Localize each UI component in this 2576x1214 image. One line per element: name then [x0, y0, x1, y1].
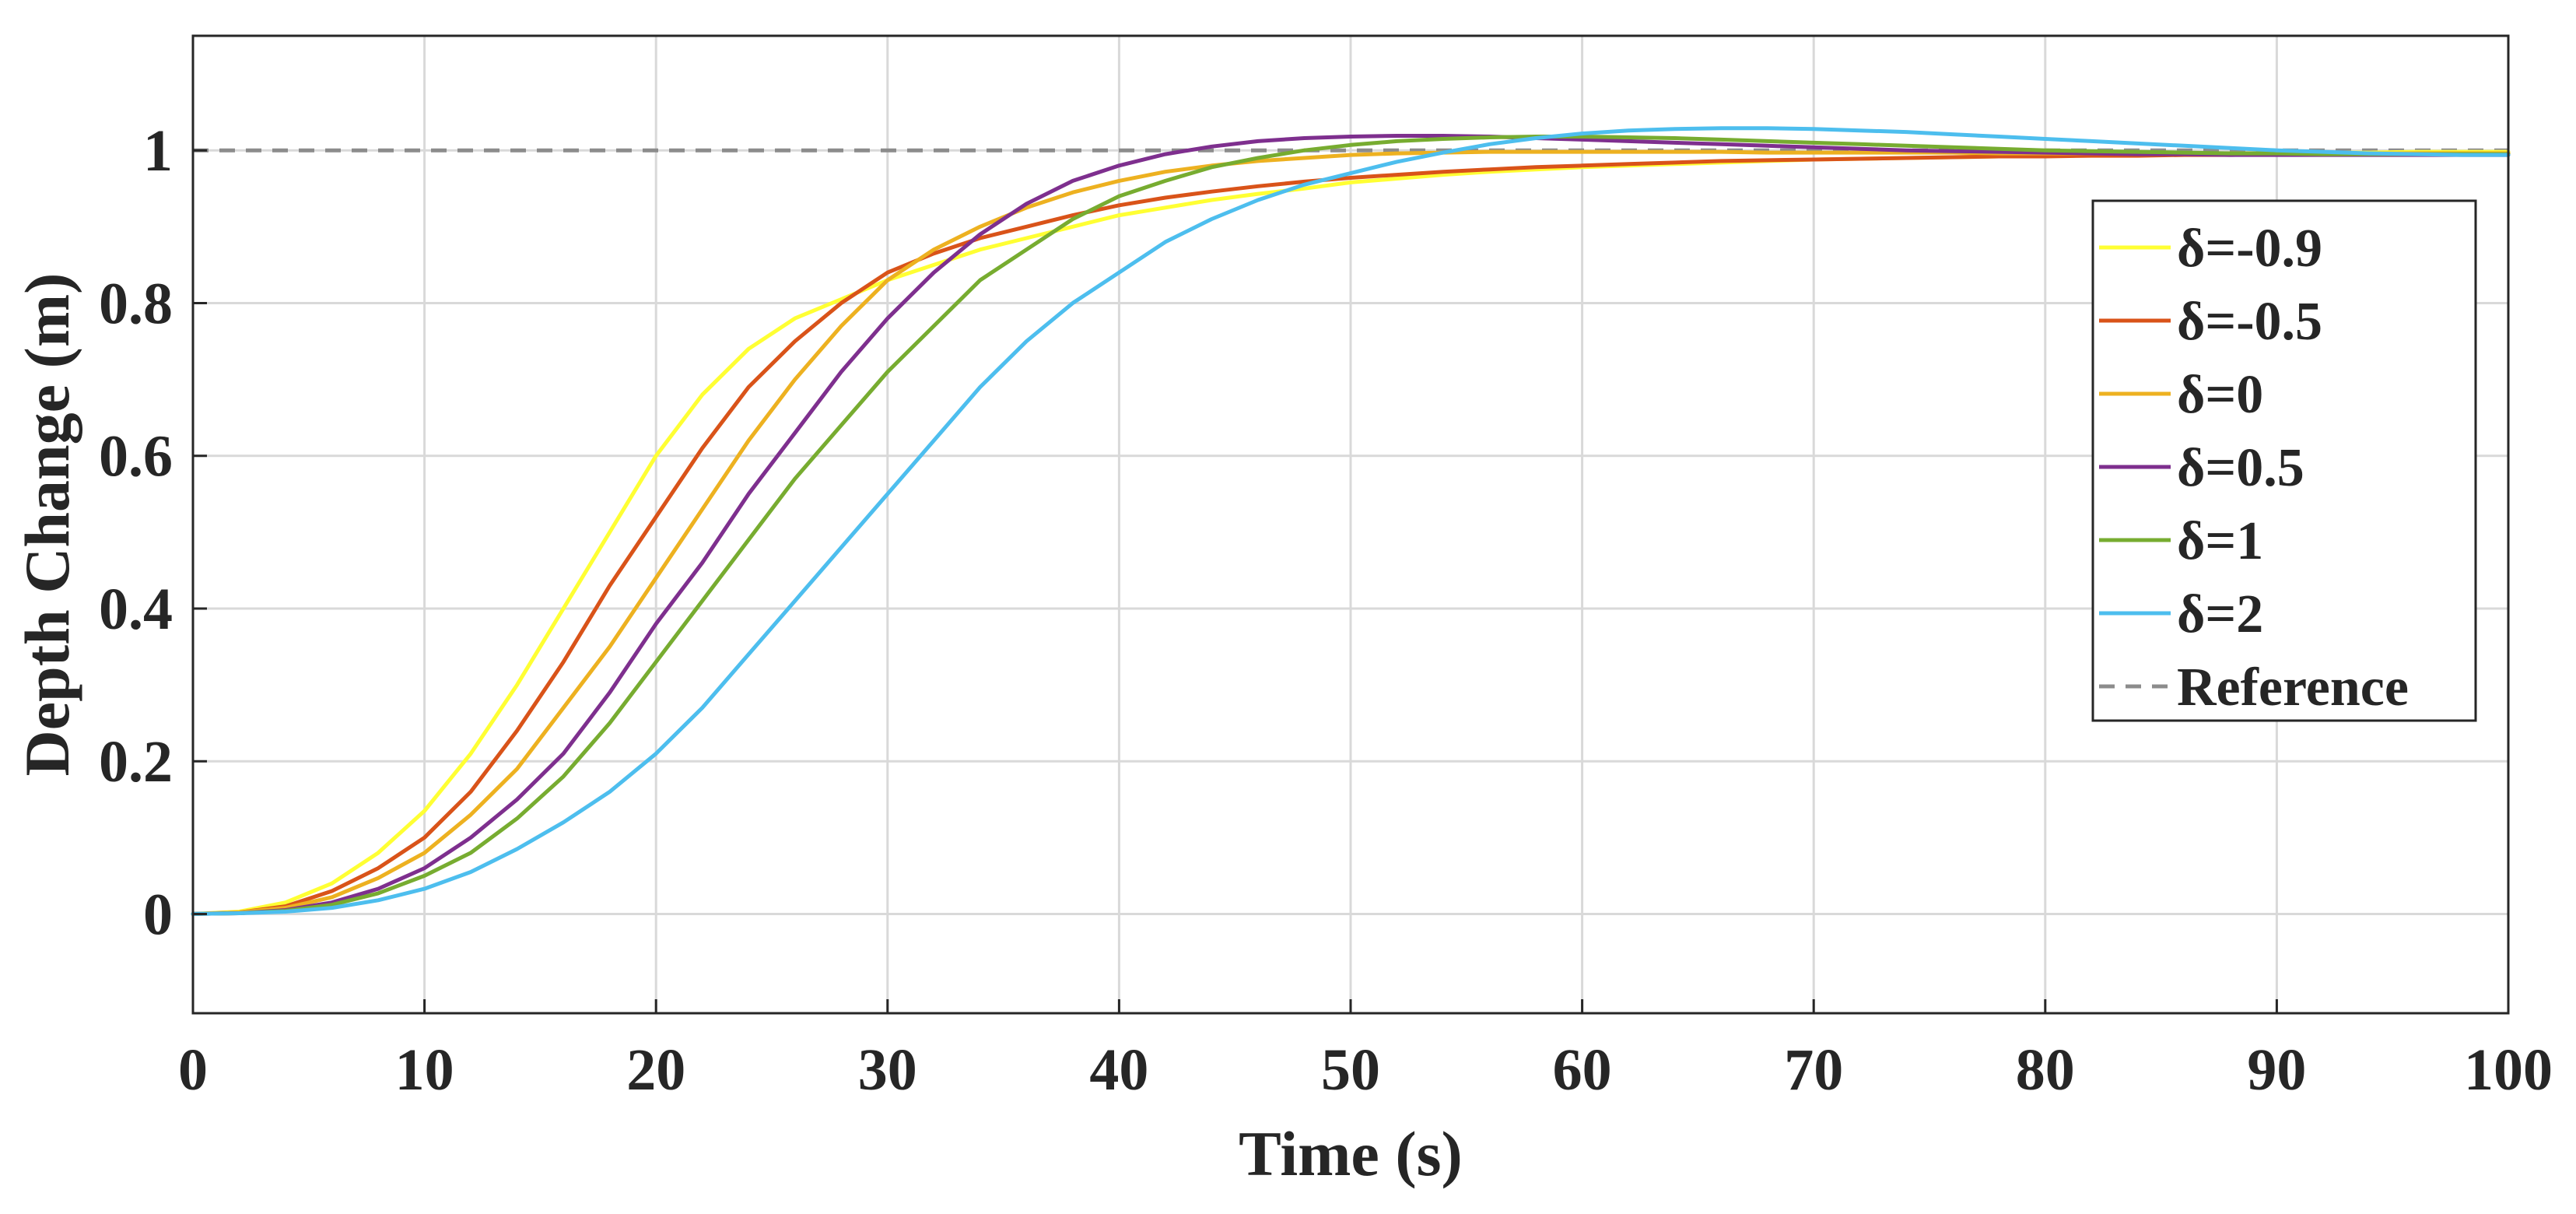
legend-label: δ=1: [2177, 511, 2263, 571]
legend: δ=-0.9 δ=-0.5 δ=0 δ=0.5 δ=1 δ=2 Reference: [2091, 199, 2477, 722]
series-layer: [191, 126, 2511, 916]
x-tick-label: 30: [858, 1037, 917, 1103]
legend-box: [2091, 199, 2477, 722]
x-tick-label: 60: [1553, 1037, 1612, 1103]
y-tick-label: 0.4: [99, 577, 173, 642]
x-tick-label: 10: [395, 1037, 454, 1103]
x-tick-label: 50: [1321, 1037, 1380, 1103]
legend-label: δ=0.5: [2177, 438, 2304, 498]
series-line: [191, 134, 2511, 916]
series-line: [191, 135, 2511, 916]
legend-label: δ=0: [2177, 365, 2263, 425]
x-tick-label: 20: [626, 1037, 685, 1103]
x-tick-label: 90: [2247, 1037, 2306, 1103]
y-tick-label: 0.6: [99, 424, 173, 489]
x-tick-label: 40: [1089, 1037, 1148, 1103]
y-axis-label: Depth Change (m): [12, 273, 82, 777]
y-tick-label: 1: [143, 118, 173, 184]
legend-label: δ=-0.5: [2177, 292, 2322, 352]
y-tick-label: 0: [143, 882, 173, 947]
x-axis-label: Time (s): [1239, 1118, 1463, 1189]
series-line: [191, 126, 2511, 916]
legend-label: δ=2: [2177, 584, 2263, 644]
ticks: 0 10 20 30 40 50 60 70 80 90 100 0 0.2 0.4 0.6 0.8 1: [99, 118, 2553, 1103]
y-tick-label: 0.8: [99, 271, 173, 336]
legend-label: δ=-0.9: [2177, 219, 2322, 279]
x-tick-label: 0: [178, 1037, 208, 1103]
x-tick-label: 70: [1784, 1037, 1843, 1103]
legend-label: Reference: [2177, 658, 2409, 718]
x-tick-label: 100: [2464, 1037, 2553, 1103]
x-tick-label: 80: [2016, 1037, 2075, 1103]
y-tick-label: 0.2: [99, 729, 173, 795]
